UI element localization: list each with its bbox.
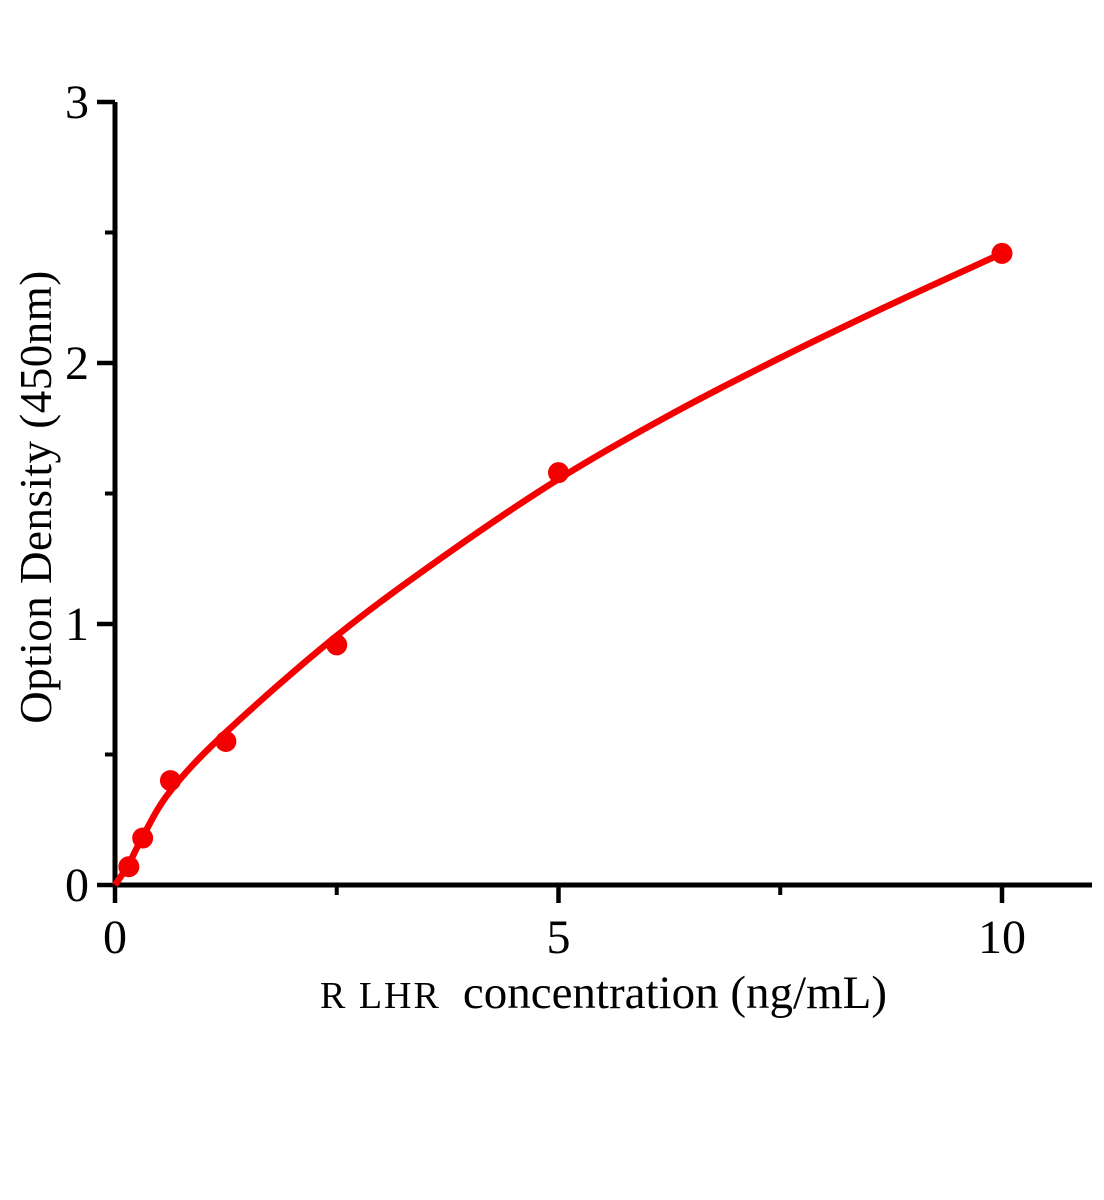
x-tick-label: 5 bbox=[547, 911, 571, 964]
x-axis-label: R LHR concentration (ng/mL) bbox=[115, 966, 1092, 1020]
x-axis-label-unit: concentration (ng/mL) bbox=[462, 967, 887, 1019]
data-point bbox=[132, 827, 154, 849]
data-point bbox=[548, 462, 569, 484]
x-axis-label-prefix: R LHR bbox=[319, 975, 441, 1017]
data-point bbox=[118, 856, 140, 878]
y-tick-label: 1 bbox=[65, 598, 89, 651]
data-point bbox=[215, 730, 237, 752]
x-tick-label: 10 bbox=[978, 911, 1026, 964]
y-axis-label: Option Density (450nm) bbox=[11, 270, 61, 724]
y-tick-label: 2 bbox=[65, 337, 89, 390]
data-point bbox=[991, 242, 1013, 264]
x-tick-label: 0 bbox=[103, 911, 127, 964]
data-point bbox=[326, 634, 348, 656]
y-tick-label: 0 bbox=[65, 859, 89, 912]
fit-curve bbox=[112, 250, 1004, 887]
data-point bbox=[159, 770, 181, 792]
y-tick-label: 3 bbox=[65, 76, 89, 129]
